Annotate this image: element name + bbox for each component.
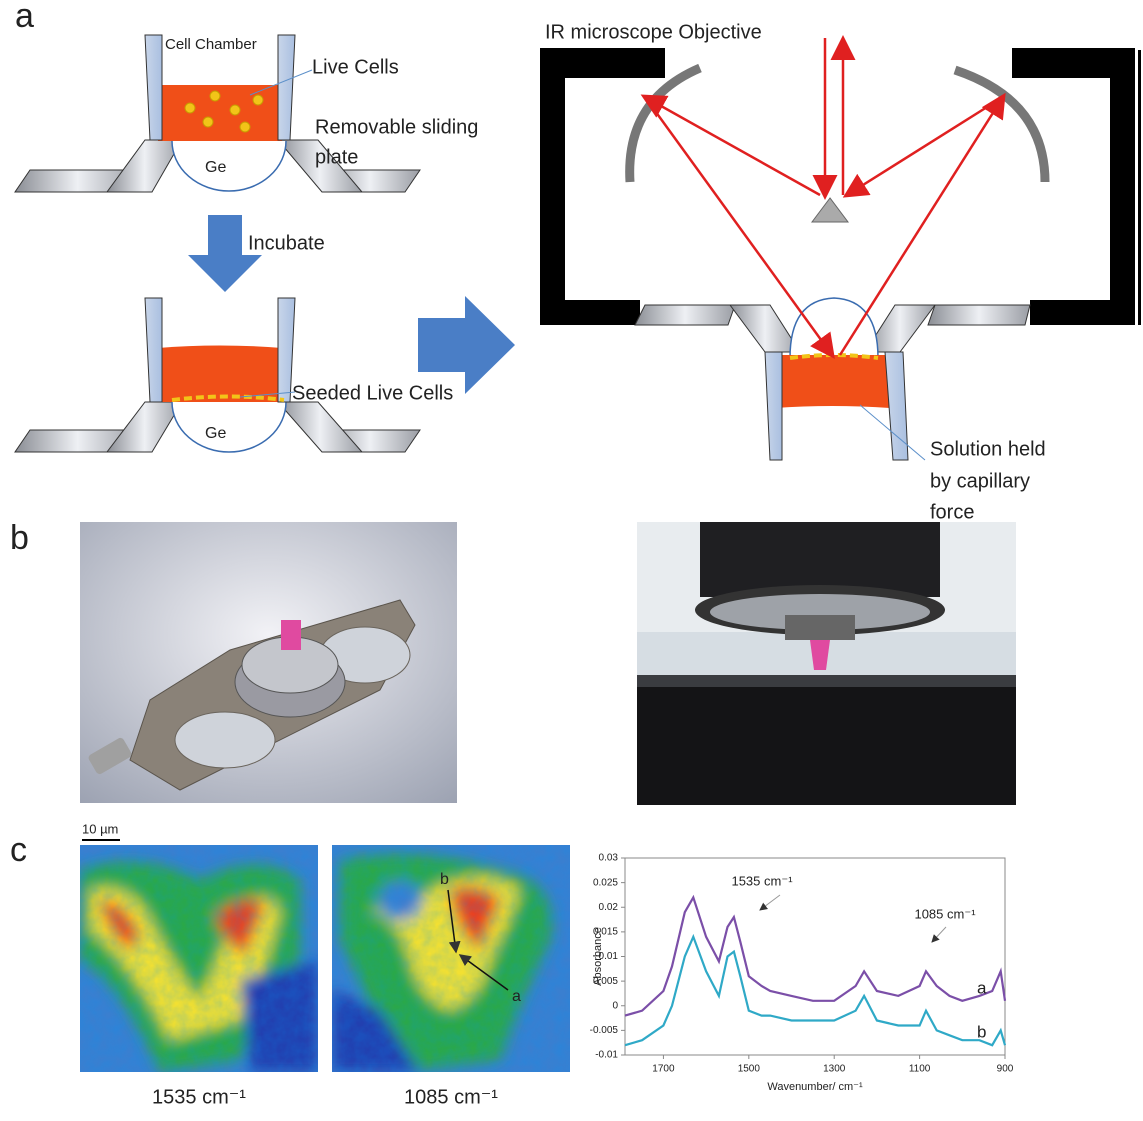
label: 10 µm xyxy=(82,821,118,836)
y-axis-label: Absorbance xyxy=(592,927,604,986)
label: IR microscope Objective xyxy=(545,21,762,43)
y-tick-label: -0.01 xyxy=(595,1050,618,1061)
y-tick-label: -0.005 xyxy=(590,1025,619,1036)
label: by capillary xyxy=(930,470,1030,492)
y-tick-label: 0.025 xyxy=(593,877,618,888)
y-tick-label: 0 xyxy=(612,1000,618,1011)
label: 1085 cm⁻¹ xyxy=(404,1086,498,1108)
arrow xyxy=(418,296,515,394)
x-tick-label: 900 xyxy=(997,1064,1014,1075)
panel-label: b xyxy=(10,519,29,557)
x-axis-label: Wavenumber/ cm⁻¹ xyxy=(767,1081,863,1093)
heatmap xyxy=(80,845,318,1072)
photo xyxy=(80,522,457,803)
label: Ge xyxy=(205,425,226,442)
figure: a b c Cell Chamber Live Cells Removable … xyxy=(0,0,1143,1116)
label: 1535 cm⁻¹ xyxy=(152,1086,246,1108)
series-line xyxy=(625,937,1005,1045)
x-tick-label: 1100 xyxy=(909,1064,931,1075)
label: Live Cells xyxy=(312,56,399,78)
panel-label: a xyxy=(15,0,34,35)
annotation: 1085 cm⁻¹ xyxy=(914,906,976,921)
panel-label: c xyxy=(10,831,27,869)
label: Cell Chamber xyxy=(165,36,257,53)
plot-frame xyxy=(625,858,1005,1055)
photo xyxy=(637,522,1016,805)
y-tick-label: 0.03 xyxy=(599,853,619,864)
microscope xyxy=(540,38,1141,460)
y-tick-label: 0.02 xyxy=(599,902,619,913)
series-label: b xyxy=(977,1023,986,1042)
label: b xyxy=(440,871,449,888)
label: Solution held xyxy=(930,438,1046,460)
label: Removable sliding xyxy=(315,116,478,138)
label: Ge xyxy=(205,159,226,176)
x-tick-label: 1300 xyxy=(823,1064,846,1075)
label: Incubate xyxy=(248,232,325,254)
x-tick-label: 1500 xyxy=(738,1064,761,1075)
chart: 0.030.0250.020.0150.010.0050-0.005-0.011… xyxy=(590,853,1014,1093)
label: plate xyxy=(315,146,358,168)
series-label: a xyxy=(977,978,987,997)
label: force xyxy=(930,501,974,523)
annotation: 1535 cm⁻¹ xyxy=(731,873,793,888)
x-tick-label: 1700 xyxy=(652,1064,675,1075)
label: a xyxy=(512,988,521,1005)
label: Seeded Live Cells xyxy=(292,382,453,404)
heatmap xyxy=(332,845,570,1072)
